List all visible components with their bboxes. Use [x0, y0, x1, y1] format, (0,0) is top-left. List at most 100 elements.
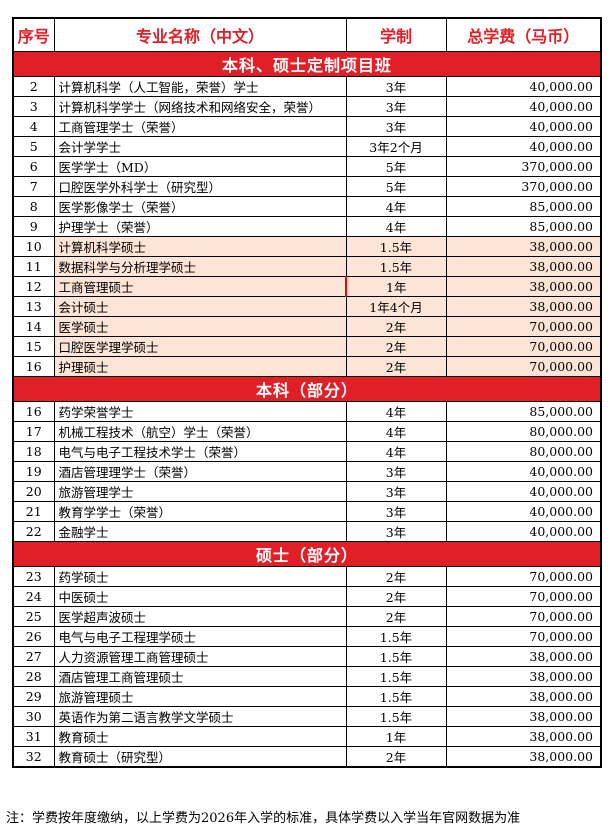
- cell-name: 数据科学与分析理学硕士: [53, 255, 347, 277]
- cell-name: 药学荣誉学士: [53, 400, 347, 422]
- cell-duration: 1年4个月: [345, 295, 447, 317]
- cell-duration: 1.5年: [345, 625, 447, 647]
- cell-name: 会计学学士: [53, 135, 347, 157]
- cell-duration: 5年: [345, 175, 447, 197]
- table-row: 14 医学硕士 2年 70,000.00: [12, 315, 602, 337]
- cell-no: 17: [12, 420, 55, 442]
- cell-name: 护理硕士: [53, 355, 347, 377]
- cell-duration: 4年: [345, 420, 447, 442]
- cell-name: 旅游管理硕士: [53, 685, 347, 707]
- table-header-row: 序号 专业名称（中文） 学制 总学费（马币）: [12, 17, 602, 52]
- cell-no: 31: [12, 725, 55, 747]
- cell-fee: 70,000.00: [445, 605, 602, 627]
- cell-name: 教育硕士（研究型）: [53, 745, 347, 767]
- table-row: 5 会计学学士 3年2个月 40,000.00: [12, 135, 602, 157]
- cell-no: 24: [12, 585, 55, 607]
- cell-name: 医学影像学士（荣誉）: [53, 195, 347, 217]
- cell-no: 32: [12, 745, 55, 767]
- cell-no: 26: [12, 625, 55, 647]
- cell-fee: 38,000.00: [445, 725, 602, 747]
- table-body: 本科、硕士定制项目班 2 计算机科学（人工智能，荣誉）学士 3年 40,000.…: [12, 50, 602, 767]
- cell-fee: 70,000.00: [445, 335, 602, 357]
- cell-name: 计算机科学（人工智能，荣誉）学士: [53, 75, 347, 97]
- column-header-duration: 学制: [345, 17, 447, 52]
- table-row: 6 医学学士（MD） 5年 370,000.00: [12, 155, 602, 177]
- cell-no: 10: [12, 235, 55, 257]
- cell-fee: 80,000.00: [445, 440, 602, 462]
- cell-fee: 38,000.00: [445, 705, 602, 727]
- table-row: 2 计算机科学（人工智能，荣誉）学士 3年 40,000.00: [12, 75, 602, 97]
- cell-name: 酒店管理工商管理硕士: [53, 665, 347, 687]
- cell-duration: 2年: [345, 355, 447, 377]
- cell-fee: 38,000.00: [445, 235, 602, 257]
- cell-fee: 38,000.00: [445, 685, 602, 707]
- cell-name: 医学超声波硕士: [53, 605, 347, 627]
- table-row: 28 酒店管理工商管理硕士 1.5年 38,000.00: [12, 665, 602, 687]
- table-row: 19 酒店管理理学士（荣誉） 3年 40,000.00: [12, 460, 602, 482]
- section-banner-row: 本科、硕士定制项目班: [12, 50, 602, 77]
- cell-name: 英语作为第二语言教学文学硕士: [53, 705, 347, 727]
- cell-name: 护理学士（荣誉）: [53, 215, 347, 237]
- cell-no: 8: [12, 195, 55, 217]
- table-row: 10 计算机科学硕士 1.5年 38,000.00: [12, 235, 602, 257]
- cell-name: 计算机科学硕士: [53, 235, 347, 257]
- cell-fee: 38,000.00: [445, 275, 602, 297]
- tuition-fee-table: 序号 专业名称（中文） 学制 总学费（马币） 本科、硕士定制项目班 2 计算机科…: [12, 17, 602, 768]
- cell-name: 工商管理硕士: [53, 275, 347, 297]
- cell-name: 计算机科学学士（网络技术和网络安全，荣誉）: [53, 95, 347, 117]
- cell-name: 工商管理学士（荣誉）: [53, 115, 347, 137]
- cell-name: 药学硕士: [53, 565, 347, 587]
- cell-no: 5: [12, 135, 55, 157]
- cell-duration: 3年: [345, 75, 447, 97]
- table-row: 11 数据科学与分析理学硕士 1.5年 38,000.00: [12, 255, 602, 277]
- cell-fee: 85,000.00: [445, 400, 602, 422]
- footer-note: 注：学费按年度缴纳，以上学费为2026年入学的标准，具体学费以入学当年官网数据为…: [6, 811, 521, 826]
- cell-fee: 85,000.00: [445, 195, 602, 217]
- table-row: 30 英语作为第二语言教学文学硕士 1.5年 38,000.00: [12, 705, 602, 727]
- cell-duration: 1年: [345, 275, 447, 297]
- cell-name: 口腔医学理学硕士: [53, 335, 347, 357]
- cell-duration: 3年: [345, 115, 447, 137]
- cell-name: 电气与电子工程理学硕士: [53, 625, 347, 647]
- cell-fee: 40,000.00: [445, 480, 602, 502]
- cell-fee: 38,000.00: [445, 645, 602, 667]
- cell-name: 医学学士（MD）: [53, 155, 347, 177]
- table-row: 26 电气与电子工程理学硕士 1.5年 70,000.00: [12, 625, 602, 647]
- cell-fee: 38,000.00: [445, 745, 602, 767]
- cell-fee: 70,000.00: [445, 355, 602, 377]
- cell-fee: 370,000.00: [445, 155, 602, 177]
- cell-fee: 38,000.00: [445, 255, 602, 277]
- cell-fee: 40,000.00: [445, 500, 602, 522]
- table-row: 29 旅游管理硕士 1.5年 38,000.00: [12, 685, 602, 707]
- table-row: 9 护理学士（荣誉） 4年 85,000.00: [12, 215, 602, 237]
- table-row: 25 医学超声波硕士 2年 70,000.00: [12, 605, 602, 627]
- cell-no: 13: [12, 295, 55, 317]
- table-row: 16 药学荣誉学士 4年 85,000.00: [12, 400, 602, 422]
- cell-fee: 38,000.00: [445, 295, 602, 317]
- cell-duration: 4年: [345, 400, 447, 422]
- cell-fee: 40,000.00: [445, 115, 602, 137]
- table-row: 17 机械工程技术（航空）学士（荣誉） 4年 80,000.00: [12, 420, 602, 442]
- cell-name: 金融学士: [53, 520, 347, 542]
- cell-fee: 40,000.00: [445, 520, 602, 542]
- cell-fee: 40,000.00: [445, 460, 602, 482]
- table-row: 31 教育硕士 1年 38,000.00: [12, 725, 602, 747]
- section-banner-title: 本科、硕士定制项目班: [12, 50, 602, 77]
- table-row: 3 计算机科学学士（网络技术和网络安全，荣誉） 3年 40,000.00: [12, 95, 602, 117]
- cell-no: 6: [12, 155, 55, 177]
- cell-duration: 1.5年: [345, 705, 447, 727]
- table-row: 22 金融学士 3年 40,000.00: [12, 520, 602, 542]
- cell-name: 酒店管理理学士（荣誉）: [53, 460, 347, 482]
- cell-fee: 70,000.00: [445, 315, 602, 337]
- cell-no: 2: [12, 75, 55, 97]
- cell-duration: 4年: [345, 195, 447, 217]
- table-row: 13 会计硕士 1年4个月 38,000.00: [12, 295, 602, 317]
- cell-fee: 38,000.00: [445, 665, 602, 687]
- cell-fee: 70,000.00: [445, 625, 602, 647]
- cell-name: 电气与电子工程技术学士（荣誉）: [53, 440, 347, 462]
- table-row: 20 旅游管理学士 3年 40,000.00: [12, 480, 602, 502]
- cell-no: 7: [12, 175, 55, 197]
- cell-no: 18: [12, 440, 55, 462]
- cell-name: 中医硕士: [53, 585, 347, 607]
